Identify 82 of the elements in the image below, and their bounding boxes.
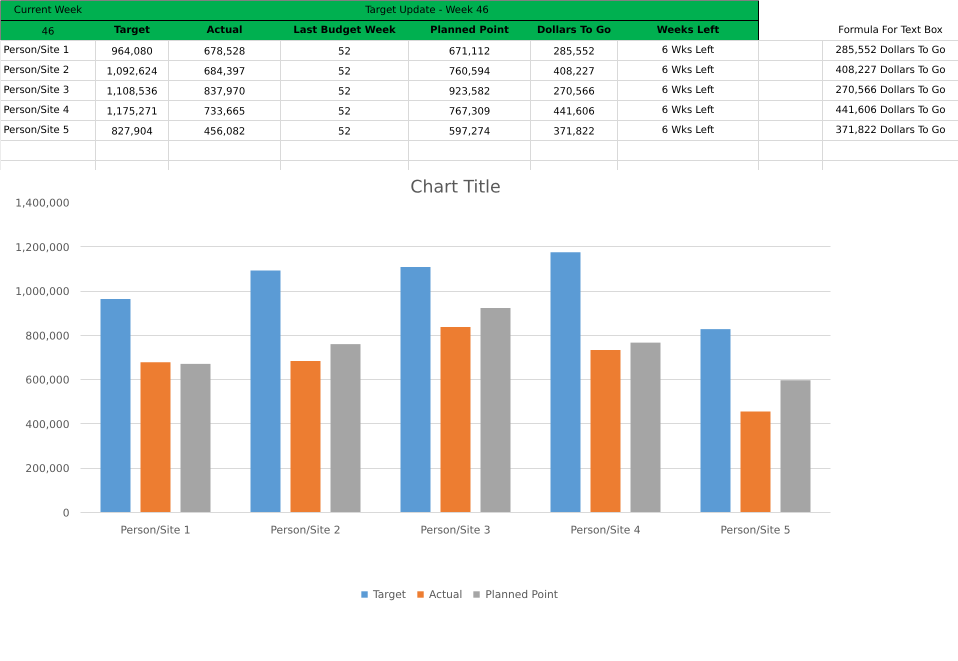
text: Person/Site 2 [4, 65, 70, 76]
text: 597,274 [448, 126, 490, 138]
text: 6 Wks Left [662, 85, 714, 96]
text: Current Week [14, 5, 82, 16]
text: Person/Site 5 [4, 125, 70, 136]
text: 1,175,271 [106, 106, 158, 118]
bar [180, 364, 210, 512]
text: 923,582 [448, 86, 490, 98]
legend-label: Actual [428, 588, 462, 600]
text: 6 Wks Left [662, 65, 714, 76]
legend-label: Target [373, 588, 406, 600]
legend-label: Planned Point [485, 588, 558, 600]
y-tick-label: 600,000 [25, 374, 70, 387]
y-tick-label: 1,400,000 [15, 196, 70, 210]
x-tick-label: Person/Site 5 [720, 524, 791, 536]
text: 6 Wks Left [662, 125, 714, 136]
bar [590, 350, 620, 512]
bar [480, 308, 510, 512]
y-tick-label: 1,000,000 [15, 285, 70, 298]
text: 285,552 Dollars To Go [835, 45, 946, 56]
bar [400, 267, 430, 512]
bar [780, 380, 810, 512]
bar [140, 362, 170, 512]
text: 684,397 [204, 66, 246, 78]
x-tick-label: Person/Site 1 [120, 524, 191, 536]
text: 456,082 [204, 126, 246, 138]
bar [740, 412, 770, 512]
text: 1,092,624 [106, 66, 158, 78]
text: 408,227 Dollars To Go [835, 65, 946, 76]
text: 678,528 [204, 46, 246, 58]
x-tick-label: Person/Site 2 [270, 524, 341, 536]
bar [100, 299, 130, 512]
text: 760,594 [448, 66, 490, 78]
x-tick-label: Person/Site 4 [570, 524, 641, 536]
text: 52 [338, 106, 351, 118]
x-tick-label: Person/Site 3 [420, 524, 491, 536]
text: 52 [338, 86, 351, 98]
text: Person/Site 4 [4, 105, 70, 116]
text: 46 [42, 26, 54, 38]
text: Dollars To Go [536, 25, 612, 36]
text: 6 Wks Left [662, 105, 714, 116]
y-tick-label: 1,200,000 [15, 240, 70, 254]
text: Target Update - Week 46 [364, 5, 489, 16]
text: Planned Point [430, 25, 510, 36]
text: 827,904 [111, 126, 153, 138]
text: 733,665 [204, 106, 246, 118]
text: 441,606 [553, 106, 595, 118]
text: Actual [206, 25, 242, 36]
text: 52 [338, 66, 351, 78]
text: Target [114, 25, 150, 36]
text: Formula For Text Box [838, 25, 943, 36]
text: 6 Wks Left [662, 45, 714, 56]
text: 270,566 [553, 86, 595, 98]
text: Last Budget Week [293, 25, 396, 36]
bar [700, 329, 730, 512]
bar [290, 360, 320, 512]
text: Person/Site 3 [4, 85, 70, 96]
text: 837,970 [204, 86, 246, 98]
text: 1,108,536 [106, 86, 158, 98]
bar [250, 270, 280, 512]
text: 52 [338, 126, 351, 138]
bar [330, 344, 360, 512]
text: 408,227 [553, 66, 595, 78]
y-tick-label: 200,000 [25, 462, 70, 476]
chart-title: Chart Title [410, 178, 501, 198]
text: 441,606 Dollars To Go [835, 105, 946, 116]
y-tick-label: 0 [62, 506, 70, 520]
text: Weeks Left [656, 25, 720, 36]
bar [440, 326, 470, 512]
text: Person/Site 1 [4, 45, 70, 56]
y-tick-label: 800,000 [25, 329, 70, 342]
text: 285,552 [553, 46, 595, 58]
text: 371,822 Dollars To Go [835, 125, 946, 136]
bar [630, 342, 660, 512]
y-tick-label: 400,000 [25, 418, 70, 431]
bar [550, 252, 580, 512]
text: 767,309 [448, 106, 490, 118]
text: 52 [338, 46, 351, 58]
text: 371,822 [553, 126, 595, 138]
text: 671,112 [448, 46, 490, 58]
text: 270,566 Dollars To Go [835, 85, 946, 96]
text: 964,080 [111, 46, 153, 58]
